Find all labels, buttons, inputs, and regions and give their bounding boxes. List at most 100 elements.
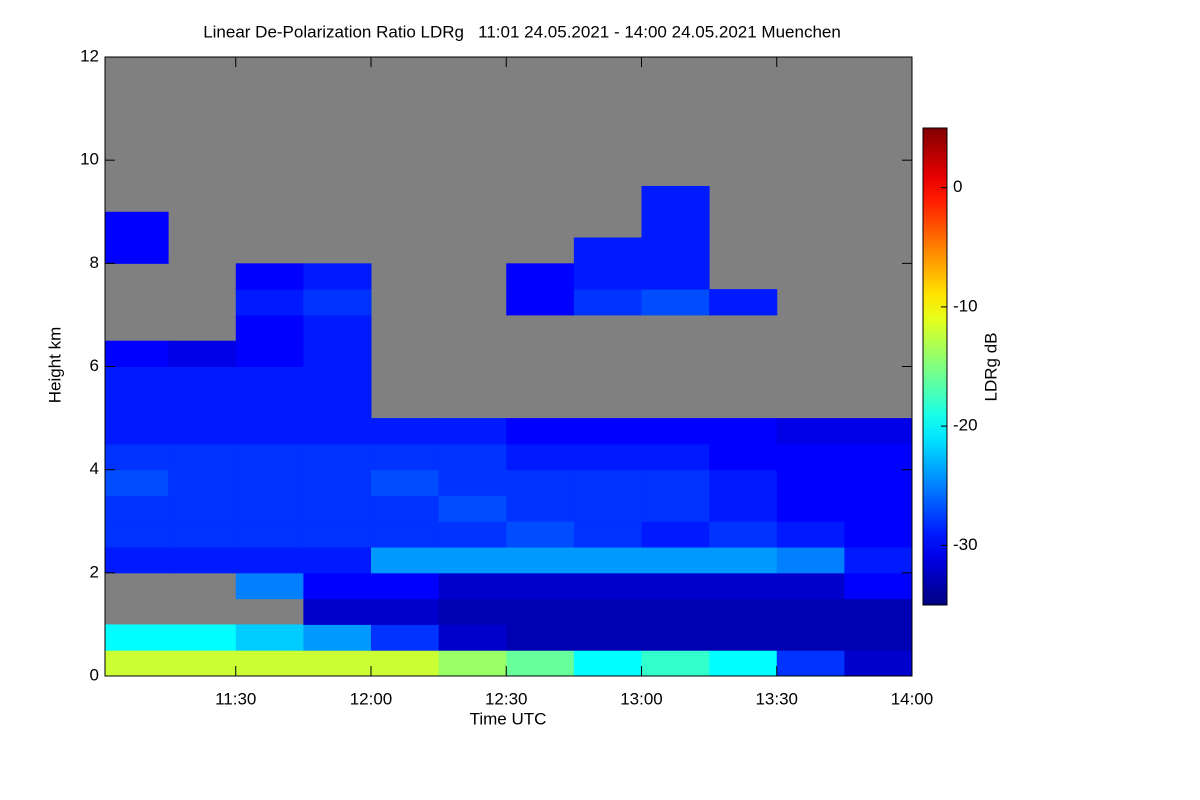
heat-cell bbox=[168, 547, 237, 574]
heat-cell bbox=[641, 624, 710, 651]
colorbar bbox=[922, 127, 948, 606]
colorbar-tick-label: 0 bbox=[953, 177, 962, 196]
heat-cell bbox=[573, 263, 642, 290]
heat-cell bbox=[506, 650, 575, 677]
heat-cell bbox=[105, 211, 169, 239]
heat-cell bbox=[105, 469, 169, 496]
heat-cell bbox=[168, 340, 237, 367]
heat-cell bbox=[776, 547, 845, 574]
heat-cell bbox=[370, 418, 440, 445]
heat-cell bbox=[573, 521, 642, 548]
heat-cell bbox=[438, 572, 507, 600]
heat-cell bbox=[844, 521, 913, 548]
heat-cell bbox=[105, 340, 169, 367]
heat-cell bbox=[105, 418, 169, 445]
heat-cell bbox=[370, 521, 440, 548]
heat-cell bbox=[370, 650, 440, 677]
heat-cell bbox=[438, 469, 507, 496]
heat-cell bbox=[709, 469, 778, 496]
x-tick-label: 14:00 bbox=[891, 689, 934, 708]
heat-cell bbox=[641, 572, 710, 600]
heat-cell bbox=[168, 469, 237, 496]
heat-cell bbox=[438, 598, 507, 625]
heat-cell bbox=[168, 443, 237, 471]
heat-cell bbox=[709, 598, 778, 625]
heat-cell bbox=[105, 495, 169, 522]
heat-cell bbox=[235, 521, 304, 548]
heat-cell bbox=[709, 572, 778, 600]
y-tick-label: 6 bbox=[90, 356, 99, 375]
heat-cell bbox=[303, 314, 372, 342]
heat-cell bbox=[105, 624, 169, 651]
heat-cell bbox=[709, 495, 778, 522]
heat-cell bbox=[641, 185, 710, 213]
heat-cell bbox=[844, 443, 913, 471]
heat-cell bbox=[303, 650, 372, 677]
heat-cell bbox=[776, 624, 845, 651]
heat-cell bbox=[506, 624, 575, 651]
heat-cell bbox=[303, 418, 372, 445]
heat-cell bbox=[370, 572, 440, 600]
heat-cell bbox=[506, 521, 575, 548]
heat-cell bbox=[235, 469, 304, 496]
colorbar-tick-label: -30 bbox=[953, 535, 978, 554]
heat-cell bbox=[438, 624, 507, 651]
heat-cell bbox=[438, 418, 507, 445]
y-tick-label: 10 bbox=[80, 150, 99, 169]
heat-cell bbox=[776, 469, 845, 496]
heat-cell bbox=[776, 572, 845, 600]
heat-cell bbox=[641, 418, 710, 445]
heat-cell bbox=[641, 237, 710, 264]
heat-cell bbox=[709, 443, 778, 471]
x-tick-label: 11:30 bbox=[215, 689, 256, 708]
heat-cell bbox=[303, 521, 372, 548]
heat-cell bbox=[303, 598, 372, 625]
heat-cell bbox=[709, 289, 778, 316]
heat-cell bbox=[303, 392, 372, 419]
heat-cell bbox=[370, 495, 440, 522]
heat-cell bbox=[105, 521, 169, 548]
heat-cell bbox=[303, 366, 372, 393]
heat-cell bbox=[844, 469, 913, 496]
heat-cell bbox=[168, 624, 237, 651]
heat-cell bbox=[303, 495, 372, 522]
heat-cell bbox=[303, 443, 372, 471]
heat-cell bbox=[573, 418, 642, 445]
heat-cell bbox=[105, 547, 169, 574]
y-tick-label: 4 bbox=[90, 459, 99, 478]
y-tick-label: 0 bbox=[90, 665, 99, 684]
x-axis-label: Time UTC bbox=[470, 709, 547, 728]
x-tick-label: 12:00 bbox=[350, 689, 393, 708]
heat-cell bbox=[235, 392, 304, 419]
heat-cell bbox=[573, 289, 642, 316]
heat-cell bbox=[235, 340, 304, 367]
heat-cell bbox=[168, 418, 237, 445]
y-tick-label: 12 bbox=[80, 46, 99, 65]
heat-cell bbox=[235, 495, 304, 522]
colorbar-tick-label: -10 bbox=[953, 296, 978, 315]
heat-cell bbox=[844, 418, 913, 445]
heat-cell bbox=[641, 598, 710, 625]
heat-cell bbox=[506, 547, 575, 574]
heat-cell bbox=[235, 366, 304, 393]
heat-cell bbox=[235, 443, 304, 471]
heat-cell bbox=[303, 624, 372, 651]
heat-cell bbox=[844, 572, 913, 600]
heat-cell bbox=[105, 237, 169, 264]
y-tick-label: 8 bbox=[90, 253, 99, 272]
heat-cell bbox=[573, 572, 642, 600]
heat-cell bbox=[506, 495, 575, 522]
heat-cell bbox=[573, 547, 642, 574]
heat-cell bbox=[235, 624, 304, 651]
heat-cell bbox=[573, 495, 642, 522]
heat-cell bbox=[573, 469, 642, 496]
x-tick-label: 13:00 bbox=[620, 689, 663, 708]
heat-cell bbox=[641, 547, 710, 574]
heat-cell bbox=[370, 624, 440, 651]
heat-cell bbox=[844, 624, 913, 651]
heat-cell bbox=[235, 263, 304, 290]
heat-cell bbox=[573, 624, 642, 651]
y-tick-label: 2 bbox=[90, 562, 99, 581]
heat-cell bbox=[844, 650, 913, 677]
heat-cell bbox=[641, 289, 710, 316]
